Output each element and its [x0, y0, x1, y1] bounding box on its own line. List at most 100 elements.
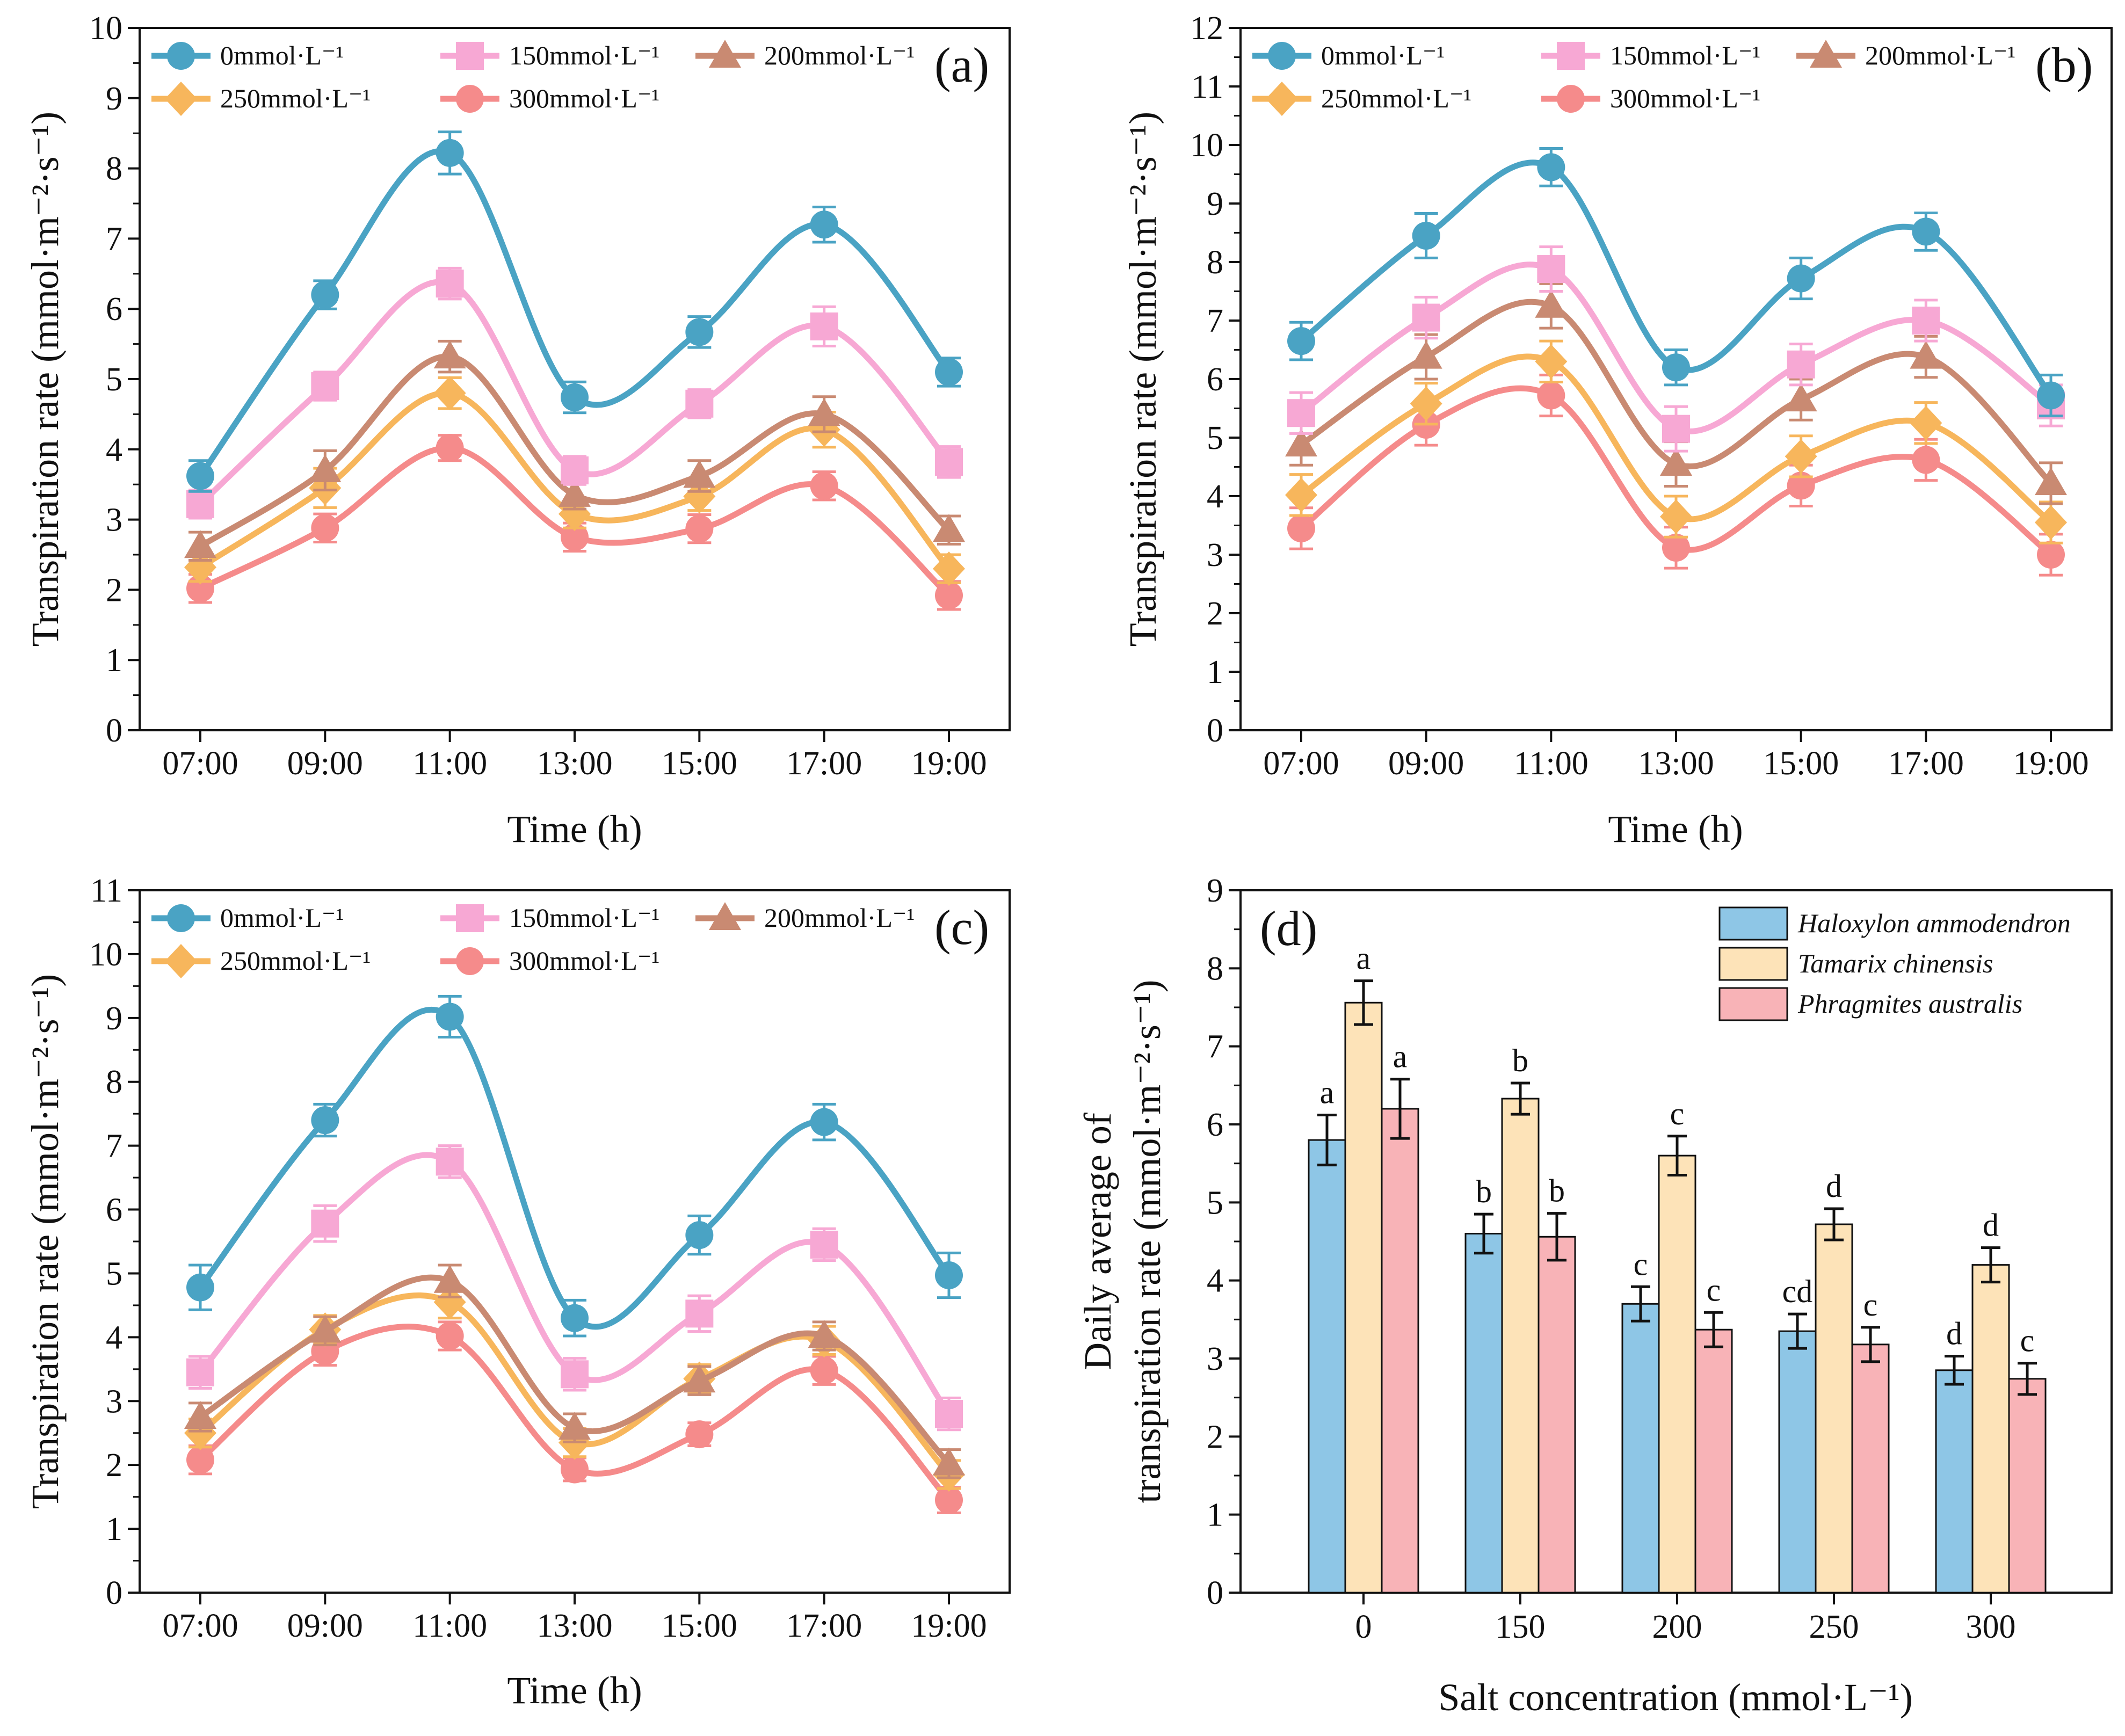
- x-axis-label: Time (h): [507, 1669, 642, 1712]
- data-point: [186, 490, 214, 518]
- legend-item: 250mmol·L⁻¹: [151, 82, 371, 116]
- data-point: [559, 478, 591, 507]
- x-axis-label: Time (h): [1608, 808, 1743, 851]
- data-point: [561, 456, 589, 485]
- data-point: [433, 1284, 466, 1319]
- series-line: [198, 1006, 952, 1330]
- x-tick-label: 11:00: [1514, 745, 1589, 782]
- data-point: [456, 42, 484, 70]
- data-point: [935, 1486, 963, 1514]
- y-tick-label: 5: [106, 1255, 122, 1292]
- data-point: [685, 1420, 714, 1449]
- data-point: [184, 550, 216, 585]
- y-tick-label: 1: [1207, 1497, 1223, 1534]
- legend-item: 250mmol·L⁻¹: [1252, 82, 1471, 116]
- x-tick-label: 19:00: [2013, 745, 2088, 782]
- data-point: [935, 1400, 963, 1428]
- data-point: [808, 398, 840, 426]
- series-300mmol: [186, 434, 963, 611]
- legend: 0mmol·L⁻¹ 150mmol·L⁻¹ 200mmol·L⁻¹ 250mmol·L…: [151, 40, 915, 116]
- y-tick-label: 8: [106, 1064, 122, 1101]
- legend-label: 250mmol·L⁻¹: [220, 83, 371, 113]
- legend-item: 200mmol·L⁻¹: [695, 40, 915, 70]
- legend-label: 250mmol·L⁻¹: [1321, 83, 1471, 113]
- data-point: [1285, 428, 1317, 457]
- panel-label: (b): [2035, 38, 2093, 92]
- legend-label: 300mmol·L⁻¹: [509, 946, 659, 976]
- data-point: [186, 1273, 214, 1302]
- x-tick-label: 300: [1966, 1609, 2016, 1645]
- x-axis-label: Salt concentration (mmol·L⁻¹): [1438, 1676, 1912, 1719]
- data-point: [1285, 477, 1317, 512]
- bar: [1935, 1369, 1974, 1594]
- y-tick-label: 5: [1207, 1185, 1223, 1221]
- y-tick-label: 10: [89, 936, 122, 973]
- x-tick-label: 0: [1355, 1609, 1372, 1645]
- legend-label: 200mmol·L⁻¹: [764, 40, 915, 70]
- legend-item: 200mmol·L⁻¹: [1796, 40, 2015, 70]
- data-point: [165, 82, 197, 116]
- x-tick-label: 07:00: [162, 1608, 238, 1644]
- data-point: [436, 1147, 464, 1176]
- y-tick-label: 3: [1207, 537, 1223, 573]
- y-tick-label: 5: [106, 361, 122, 398]
- data-point: [1266, 82, 1298, 116]
- x-axis: 07:00 09:00 11:00 13:00 15:00 17:00 19:00: [1263, 730, 2089, 782]
- data-point: [1787, 471, 1815, 500]
- data-point: [683, 460, 716, 488]
- data-point: [311, 372, 339, 401]
- x-tick-label: 15:00: [1763, 745, 1839, 782]
- legend-item: Haloxylon ammodendron: [1718, 906, 2071, 941]
- data-point: [2037, 381, 2065, 410]
- y-tick-label: 9: [1207, 186, 1223, 222]
- data-point: [685, 389, 714, 418]
- bar: [1694, 1328, 1733, 1594]
- data-point: [1557, 42, 1585, 70]
- legend-swatch: [1718, 987, 1788, 1021]
- y-axis: 0 1 2 3 4 5 6 7 8 9 10: [89, 10, 140, 749]
- data-point: [685, 1299, 714, 1328]
- data-point: [1535, 289, 1568, 318]
- data-point: [311, 1106, 339, 1135]
- y-tick-label: 3: [106, 1383, 122, 1420]
- data-point: [935, 581, 963, 609]
- y-tick-label: 6: [106, 291, 122, 328]
- data-point: [1287, 514, 1315, 542]
- x-tick-label: 11:00: [412, 745, 487, 782]
- y-axis-label: Transpiration rate (mmol·m⁻²·s⁻¹): [1121, 112, 1164, 647]
- bar: [1308, 1139, 1346, 1594]
- data-point: [685, 514, 714, 543]
- x-tick-label: 11:00: [412, 1608, 487, 1644]
- series-lines: [184, 994, 965, 1514]
- bar: [1851, 1343, 1890, 1594]
- series-lines: [1285, 147, 2067, 577]
- data-point: [810, 1230, 838, 1259]
- significance-letter: cd: [1782, 1274, 1813, 1309]
- y-axis-label: Transpiration rate (mmol·m⁻²·s⁻¹): [24, 974, 67, 1509]
- data-point: [186, 462, 214, 490]
- y-tick-label: 0: [106, 713, 122, 749]
- series-0mmol: [1287, 147, 2065, 418]
- data-point: [1660, 448, 1692, 476]
- data-point: [436, 1003, 464, 1031]
- data-point: [1537, 255, 1565, 284]
- data-point: [1412, 221, 1440, 250]
- y-tick-label: 3: [106, 502, 122, 539]
- x-axis: 07:00 09:00 11:00 13:00 15:00 17:00 19:00: [162, 730, 987, 782]
- legend-item: Tamarix chinensis: [1718, 947, 1993, 981]
- y-tick-label: 0: [1207, 1575, 1223, 1611]
- y-tick-label: 10: [89, 10, 122, 47]
- data-point: [1410, 340, 1442, 369]
- significance-letter: c: [1634, 1246, 1648, 1282]
- x-tick-label: 07:00: [1263, 745, 1339, 782]
- bar: [1778, 1330, 1817, 1594]
- data-point: [810, 1356, 838, 1385]
- data-point: [456, 85, 484, 113]
- data-point: [309, 454, 342, 483]
- data-point: [167, 42, 195, 70]
- bar-series: a b c c c: [1381, 1039, 2047, 1594]
- x-tick-label: 200: [1652, 1609, 1702, 1645]
- plot-frame: [139, 889, 1011, 1594]
- data-point: [1787, 350, 1815, 379]
- data-point: [683, 1364, 716, 1393]
